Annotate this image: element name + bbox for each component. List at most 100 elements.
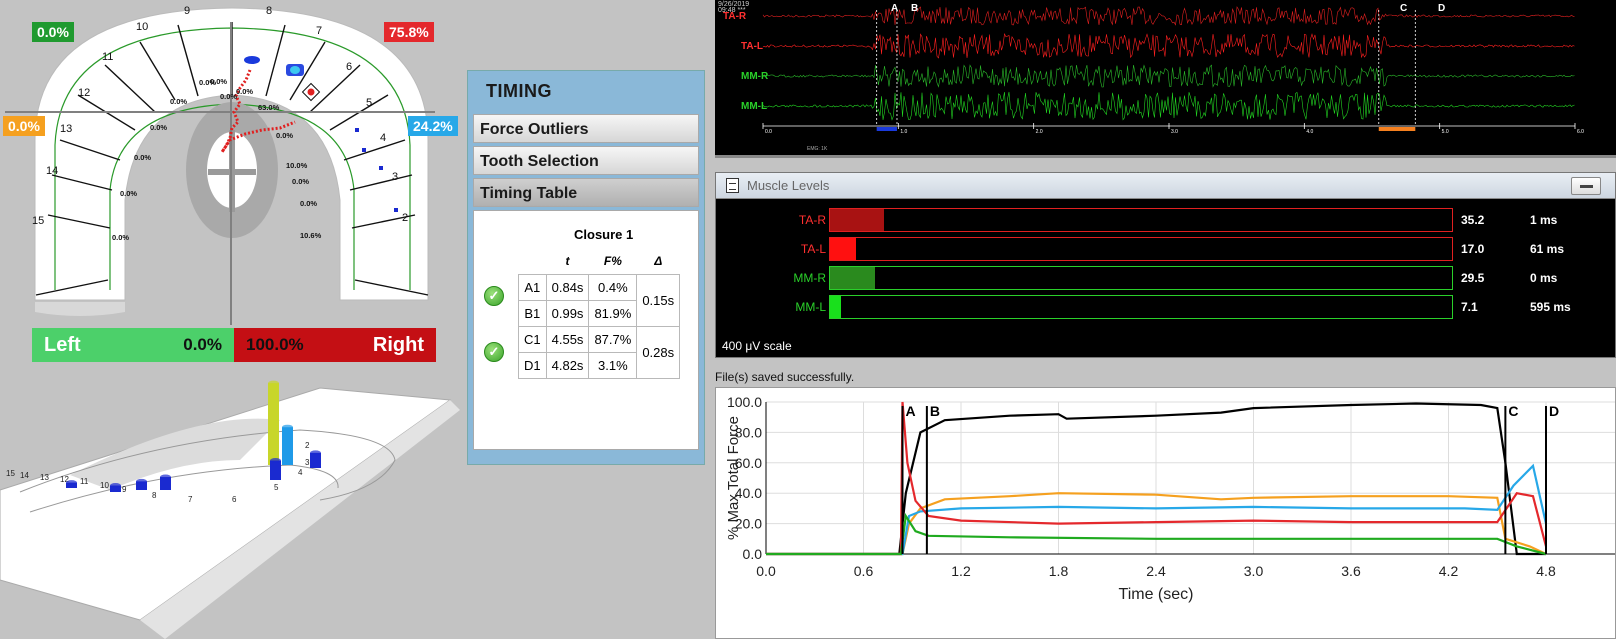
muscle-row-ta-l: TA-L 17.0 61 ms (716, 237, 1616, 261)
muscle-level-track (829, 208, 1453, 232)
x-tick-label: 4.2 (1439, 563, 1459, 579)
muscle-level-track (829, 266, 1453, 290)
segment-percent: 10.0% (286, 161, 308, 170)
row-force: 3.1% (588, 351, 638, 379)
scale-label: 400 μV scale (722, 339, 792, 353)
check-icon[interactable]: ✓ (484, 286, 504, 306)
tooth-selection-section[interactable]: Tooth Selection (473, 146, 699, 175)
row-force: 0.4% (588, 273, 638, 301)
right-posterior-percent-badge: 24.2% (408, 116, 458, 136)
muscle-time: 1 ms (1530, 213, 1558, 227)
right-anterior-percent-badge: 75.8% (384, 22, 434, 42)
segment-percent: 0.0% (134, 153, 151, 162)
tooth-label-3d: 11 (80, 477, 89, 486)
tooth-number: 5 (366, 97, 372, 109)
left-posterior-percent-badge: 0.0% (3, 116, 45, 136)
segment-percent: 0.0% (236, 87, 253, 96)
muscle-row-ta-r: TA-R 35.2 1 ms (716, 208, 1616, 232)
force-bar-3d (66, 482, 77, 488)
muscle-name: MM-L (795, 300, 826, 314)
minimize-button[interactable] (1571, 177, 1601, 195)
row-name: C1 (518, 325, 547, 353)
y-axis-label: % Max Total Force (725, 416, 742, 540)
left-label: Left (44, 333, 81, 356)
emg-tick-label: 2.0 (1036, 129, 1043, 135)
emg-channel-ta-l: TA-L (741, 41, 764, 52)
tooth-label-3d: 8 (152, 491, 157, 500)
row-name: B1 (518, 299, 547, 327)
muscle-level-track (829, 295, 1453, 319)
tooth-label-3d: 13 (40, 473, 49, 482)
timing-panel: TIMING Force Outliers Tooth Selection Ti… (467, 70, 705, 465)
y-tick-label: 100.0 (727, 394, 762, 410)
tooth-number: 7 (316, 25, 322, 37)
row-time: 4.82s (545, 351, 590, 379)
timing-table-section[interactable]: Timing Table (473, 178, 699, 207)
row-time: 0.84s (545, 273, 590, 301)
marker-label: A (906, 403, 916, 419)
tooth-label-3d: 4 (298, 468, 303, 477)
occlusal-3d-graph: 2 34 5 6 7 8 9 10 11 12 13 14 15 (0, 380, 460, 639)
emg-tick-label: 4.0 (1306, 129, 1313, 135)
segment-percent: 10.6% (300, 231, 322, 240)
column-header-t: t (565, 253, 570, 268)
x-tick-label: 1.2 (951, 563, 971, 579)
emg-waveform-panel[interactable]: 0.0 1.0 2.0 3.0 4.0 5.0 6.0 9/26/2019 09:48 **… (715, 0, 1616, 158)
emg-time: 09:48 *** (718, 7, 746, 14)
tooth-number: 6 (346, 61, 352, 73)
document-icon (726, 178, 739, 193)
emg-trace (762, 91, 1575, 121)
row-force: 81.9% (588, 299, 638, 327)
right-force-bar: 100.0% Right (234, 328, 436, 362)
y-tick-label: 40.0 (735, 485, 762, 501)
tooth-label-3d: 7 (188, 495, 193, 504)
segment-percent: 0.0% (112, 233, 129, 242)
segment-percent: 0.0% (220, 92, 237, 101)
timing-table-body: Closure 1 ✓ ✓ t F% Δ A1 0.84s 0.4% 0.15s… (473, 210, 699, 450)
muscle-level-fill (830, 209, 885, 231)
force-bar-3d-top (310, 450, 321, 456)
x-tick-label: 0.6 (854, 563, 874, 579)
tooth-label-3d: 12 (60, 475, 69, 484)
tooth-number: 2 (402, 212, 408, 224)
emg-marker-a[interactable]: A (891, 3, 899, 14)
marker-label: B (930, 403, 940, 419)
segment-percent: 0.0% (210, 77, 227, 86)
muscle-level-fill (830, 296, 841, 318)
table-row[interactable]: A1 0.84s 0.4% 0.15s (518, 273, 681, 327)
emg-tick-label: 5.0 (1442, 129, 1449, 135)
muscle-time: 0 ms (1530, 271, 1558, 285)
closure-title: Closure 1 (574, 227, 634, 242)
table-row[interactable]: C1 4.55s 87.7% 0.28s (518, 325, 681, 379)
tooth-number: 3 (392, 171, 398, 183)
emg-waveform-graph: 0.0 1.0 2.0 3.0 4.0 5.0 6.0 (762, 6, 1584, 135)
emg-marker-b[interactable]: B (911, 3, 919, 14)
tooth-label-3d: 5 (274, 483, 279, 492)
left-force-bar: Left 0.0% (32, 328, 234, 362)
emg-trace (762, 33, 1575, 59)
table-row[interactable]: D1 4.82s 3.1% (518, 351, 680, 379)
force-outliers-section[interactable]: Force Outliers (473, 114, 699, 143)
row-name: A1 (518, 273, 547, 301)
emg-tick-label: 6.0 (1577, 129, 1584, 135)
y-tick-label: 0.0 (743, 546, 763, 562)
emg-marker-d[interactable]: D (1438, 3, 1446, 14)
muscle-name: MM-R (793, 271, 826, 285)
check-icon[interactable]: ✓ (484, 342, 504, 362)
muscle-value: 29.5 (1461, 271, 1485, 285)
emg-marker-c[interactable]: C (1400, 3, 1408, 14)
muscle-levels-header: Muscle Levels (716, 173, 1615, 199)
force-bar-3d-top (110, 483, 121, 489)
row-time: 0.99s (545, 299, 590, 327)
timing-table: t F% Δ A1 0.84s 0.4% 0.15s B1 0.99s 81.9… (518, 248, 681, 379)
force-chart-panel[interactable]: 0.0 20.0 40.0 60.0 80.0 100.0 0.0 0.6 1.2 1.8 2.4 3… (715, 387, 1616, 639)
force-bar-3d-top (270, 458, 281, 464)
series-line (766, 402, 1546, 556)
emg-channel-ta-r: TA-R (723, 11, 747, 22)
force-line-chart: 0.0 20.0 40.0 60.0 80.0 100.0 0.0 0.6 1.2 1.8 2.4 3… (725, 394, 1615, 603)
occlusal-3d-view[interactable]: 2 3 4 5 6 7 8 9 10 11 12 13 14 15 (0, 380, 470, 639)
segment-percent: 0.0% (276, 131, 293, 140)
row-delta: 0.28s (636, 325, 681, 379)
segment-percent: 0.0% (300, 199, 317, 208)
emg-window-ab (876, 127, 897, 131)
